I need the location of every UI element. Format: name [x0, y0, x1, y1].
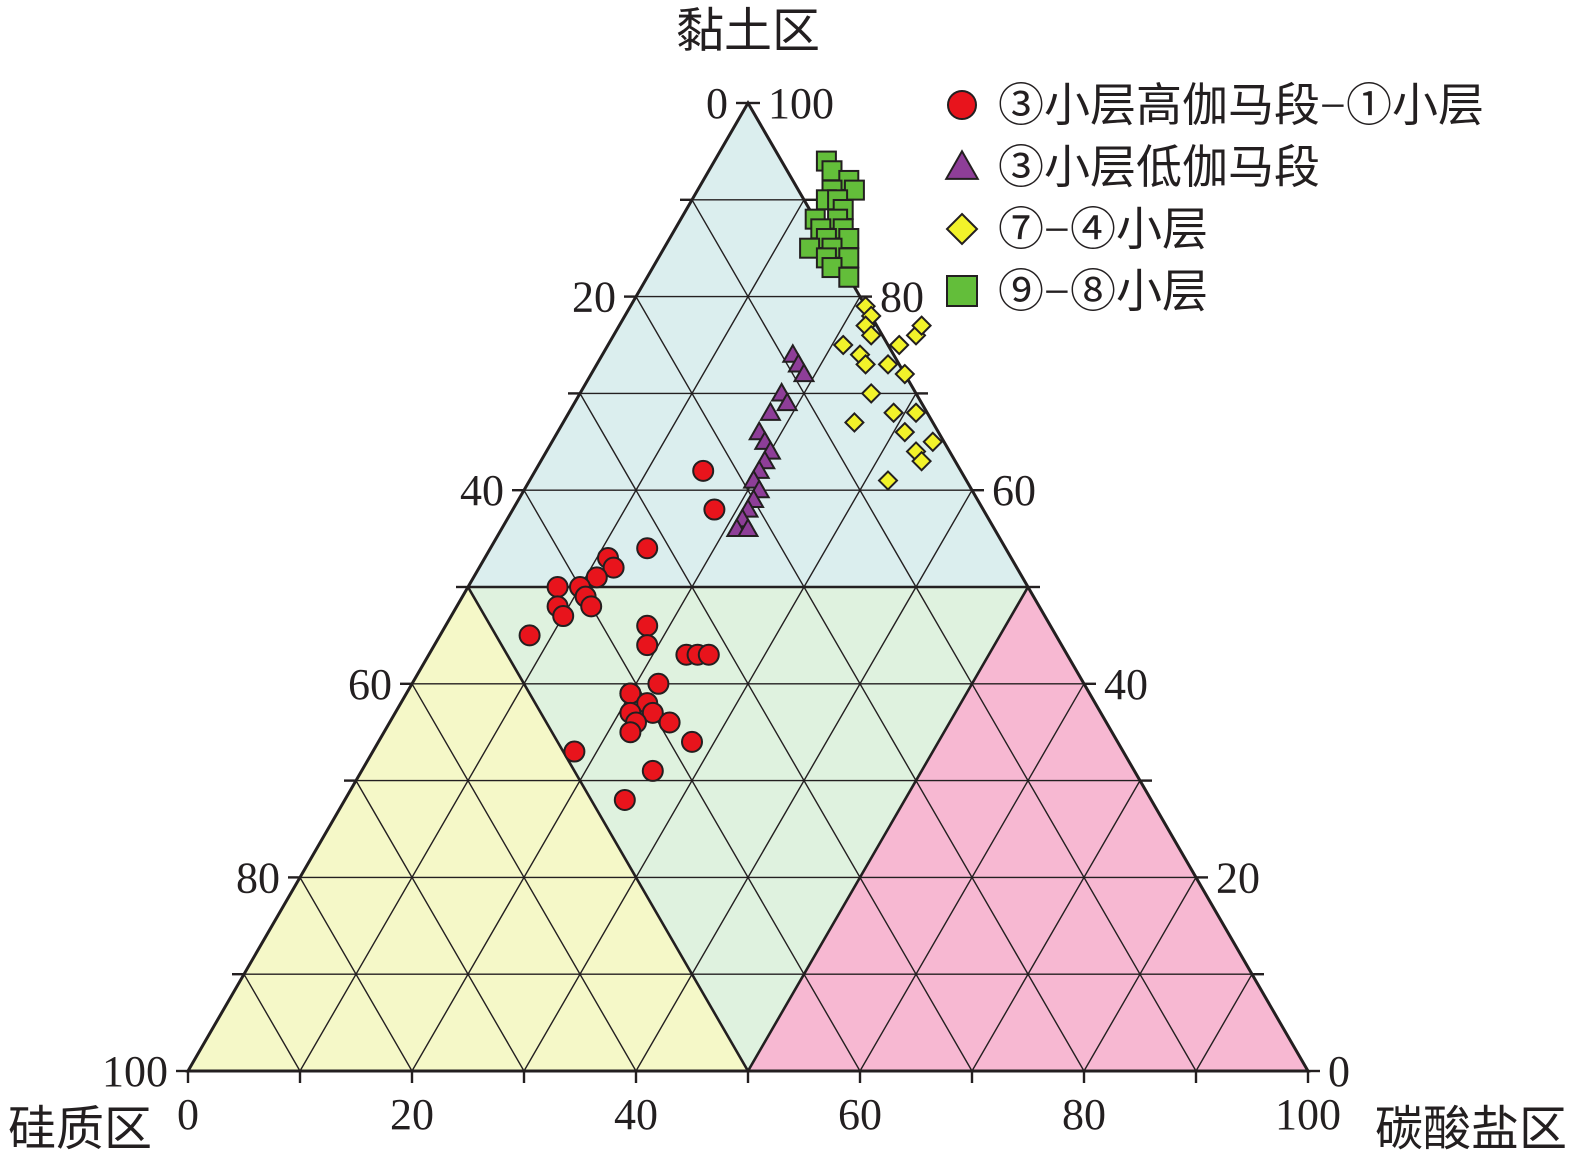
point-diamond	[922, 431, 944, 453]
region-mixed	[468, 587, 1028, 1071]
point-circle	[636, 634, 659, 657]
grid-line	[579, 393, 973, 1072]
left-tick-label: 40	[460, 466, 504, 515]
legend: ③小层高伽马段−①小层 ③小层低伽马段 ⑦−④小层 ⑨−⑧小层	[944, 80, 1484, 317]
point-diamond	[843, 412, 865, 433]
legend-label: ③小层低伽马段	[998, 142, 1320, 193]
bottom-tick-label: 60	[838, 1090, 882, 1139]
point-diamond	[894, 363, 916, 385]
right-tick-label: 80	[880, 273, 924, 322]
point-diamond	[832, 334, 854, 356]
grid-line	[1195, 973, 1253, 1072]
grid-line	[355, 780, 525, 1072]
point-diamond	[877, 470, 899, 491]
point-circle	[636, 614, 659, 637]
point-diamond	[911, 315, 933, 337]
series-4	[799, 150, 865, 288]
legend-marker-triangle	[944, 149, 980, 180]
legend-marker-diamond	[945, 212, 979, 246]
grid-line	[971, 780, 1141, 1072]
region-carbonate	[748, 587, 1308, 1071]
point-circle	[563, 740, 586, 763]
point-diamond	[911, 450, 933, 472]
vertex-label-silica: 硅质区	[8, 1103, 152, 1156]
bottom-tick-label: 100	[1275, 1090, 1341, 1139]
point-diamond	[905, 402, 927, 424]
legend-marker-square	[946, 275, 978, 307]
point-diamond	[894, 421, 916, 443]
point-circle	[681, 730, 703, 753]
bottom-tick-label: 0	[177, 1090, 199, 1139]
right-tick-label: 0	[1328, 1047, 1350, 1096]
vertex-label-carbonate: 碳酸盐区	[1375, 1103, 1567, 1156]
grid-line	[299, 877, 413, 1072]
ternary-grid	[243, 199, 1253, 1072]
point-diamond	[855, 353, 877, 375]
point-circle	[697, 643, 720, 666]
point-triangle	[759, 401, 782, 421]
point-diamond	[877, 353, 899, 375]
grid-line	[243, 973, 301, 1072]
point-circle	[552, 605, 575, 628]
bottom-tick-label: 80	[1062, 1090, 1106, 1139]
left-tick-label: 0	[706, 79, 728, 128]
point-circle	[619, 721, 642, 744]
legend-label: ⑨−⑧小层	[998, 266, 1208, 317]
legend-marker-circle	[947, 90, 977, 120]
point-circle	[703, 498, 726, 521]
point-circle	[647, 672, 670, 695]
region-boundary	[746, 586, 1030, 1072]
series-1	[518, 459, 726, 811]
data-points	[518, 150, 944, 811]
axis-ticks: 0 20 40 60 80 100 100 80 60 40 20 0 0 20 40 60 80 100	[102, 79, 1350, 1139]
right-tick-label: 100	[768, 79, 834, 128]
left-tick-label: 100	[102, 1047, 168, 1096]
point-circle	[692, 459, 715, 482]
point-circle	[580, 595, 603, 618]
point-circle	[658, 711, 681, 734]
left-tick-label: 20	[572, 273, 616, 322]
point-circle	[602, 556, 625, 579]
right-tick-label: 20	[1216, 853, 1260, 902]
point-triangle	[736, 517, 760, 538]
point-circle	[641, 759, 664, 782]
series-2	[725, 343, 816, 538]
left-tick-label: 60	[348, 660, 392, 709]
grid-line	[523, 393, 917, 1072]
series-3	[832, 295, 944, 491]
region-siliceous	[188, 587, 748, 1071]
right-tick-label: 40	[1104, 660, 1148, 709]
legend-label: ③小层高伽马段−①小层	[998, 80, 1484, 131]
point-square	[838, 266, 860, 288]
point-circle	[546, 576, 569, 598]
bottom-tick-label: 20	[390, 1090, 434, 1139]
point-circle	[641, 701, 664, 724]
legend-label: ⑦−④小层	[998, 204, 1208, 255]
region-boundary	[466, 586, 750, 1072]
right-tick-label: 60	[992, 466, 1036, 515]
point-diamond	[888, 334, 910, 356]
grid-line	[1083, 877, 1197, 1072]
point-diamond	[883, 402, 905, 424]
vertex-label-clay: 黏土区	[676, 5, 820, 58]
point-circle	[585, 566, 608, 589]
grid-line	[859, 683, 1085, 1072]
point-triangle	[792, 362, 816, 383]
point-diamond	[860, 382, 882, 404]
point-circle	[518, 624, 541, 647]
grid-line	[691, 199, 1197, 1072]
region-clay	[468, 103, 1028, 587]
left-tick-label: 80	[236, 853, 280, 902]
grid-line	[299, 199, 805, 1072]
point-circle	[636, 537, 659, 560]
region-fills	[188, 103, 1308, 1071]
point-diamond	[860, 324, 882, 346]
bottom-tick-label: 40	[614, 1090, 658, 1139]
point-triangle	[776, 391, 799, 412]
point-circle	[613, 788, 636, 811]
grid-line	[411, 683, 637, 1072]
